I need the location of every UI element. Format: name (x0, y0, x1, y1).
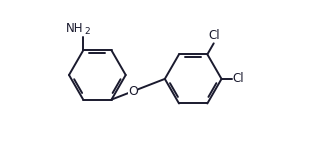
Text: NH: NH (66, 22, 83, 35)
Text: Cl: Cl (233, 72, 244, 85)
Text: 2: 2 (85, 27, 90, 36)
Text: Cl: Cl (208, 29, 219, 42)
Text: O: O (128, 85, 138, 98)
